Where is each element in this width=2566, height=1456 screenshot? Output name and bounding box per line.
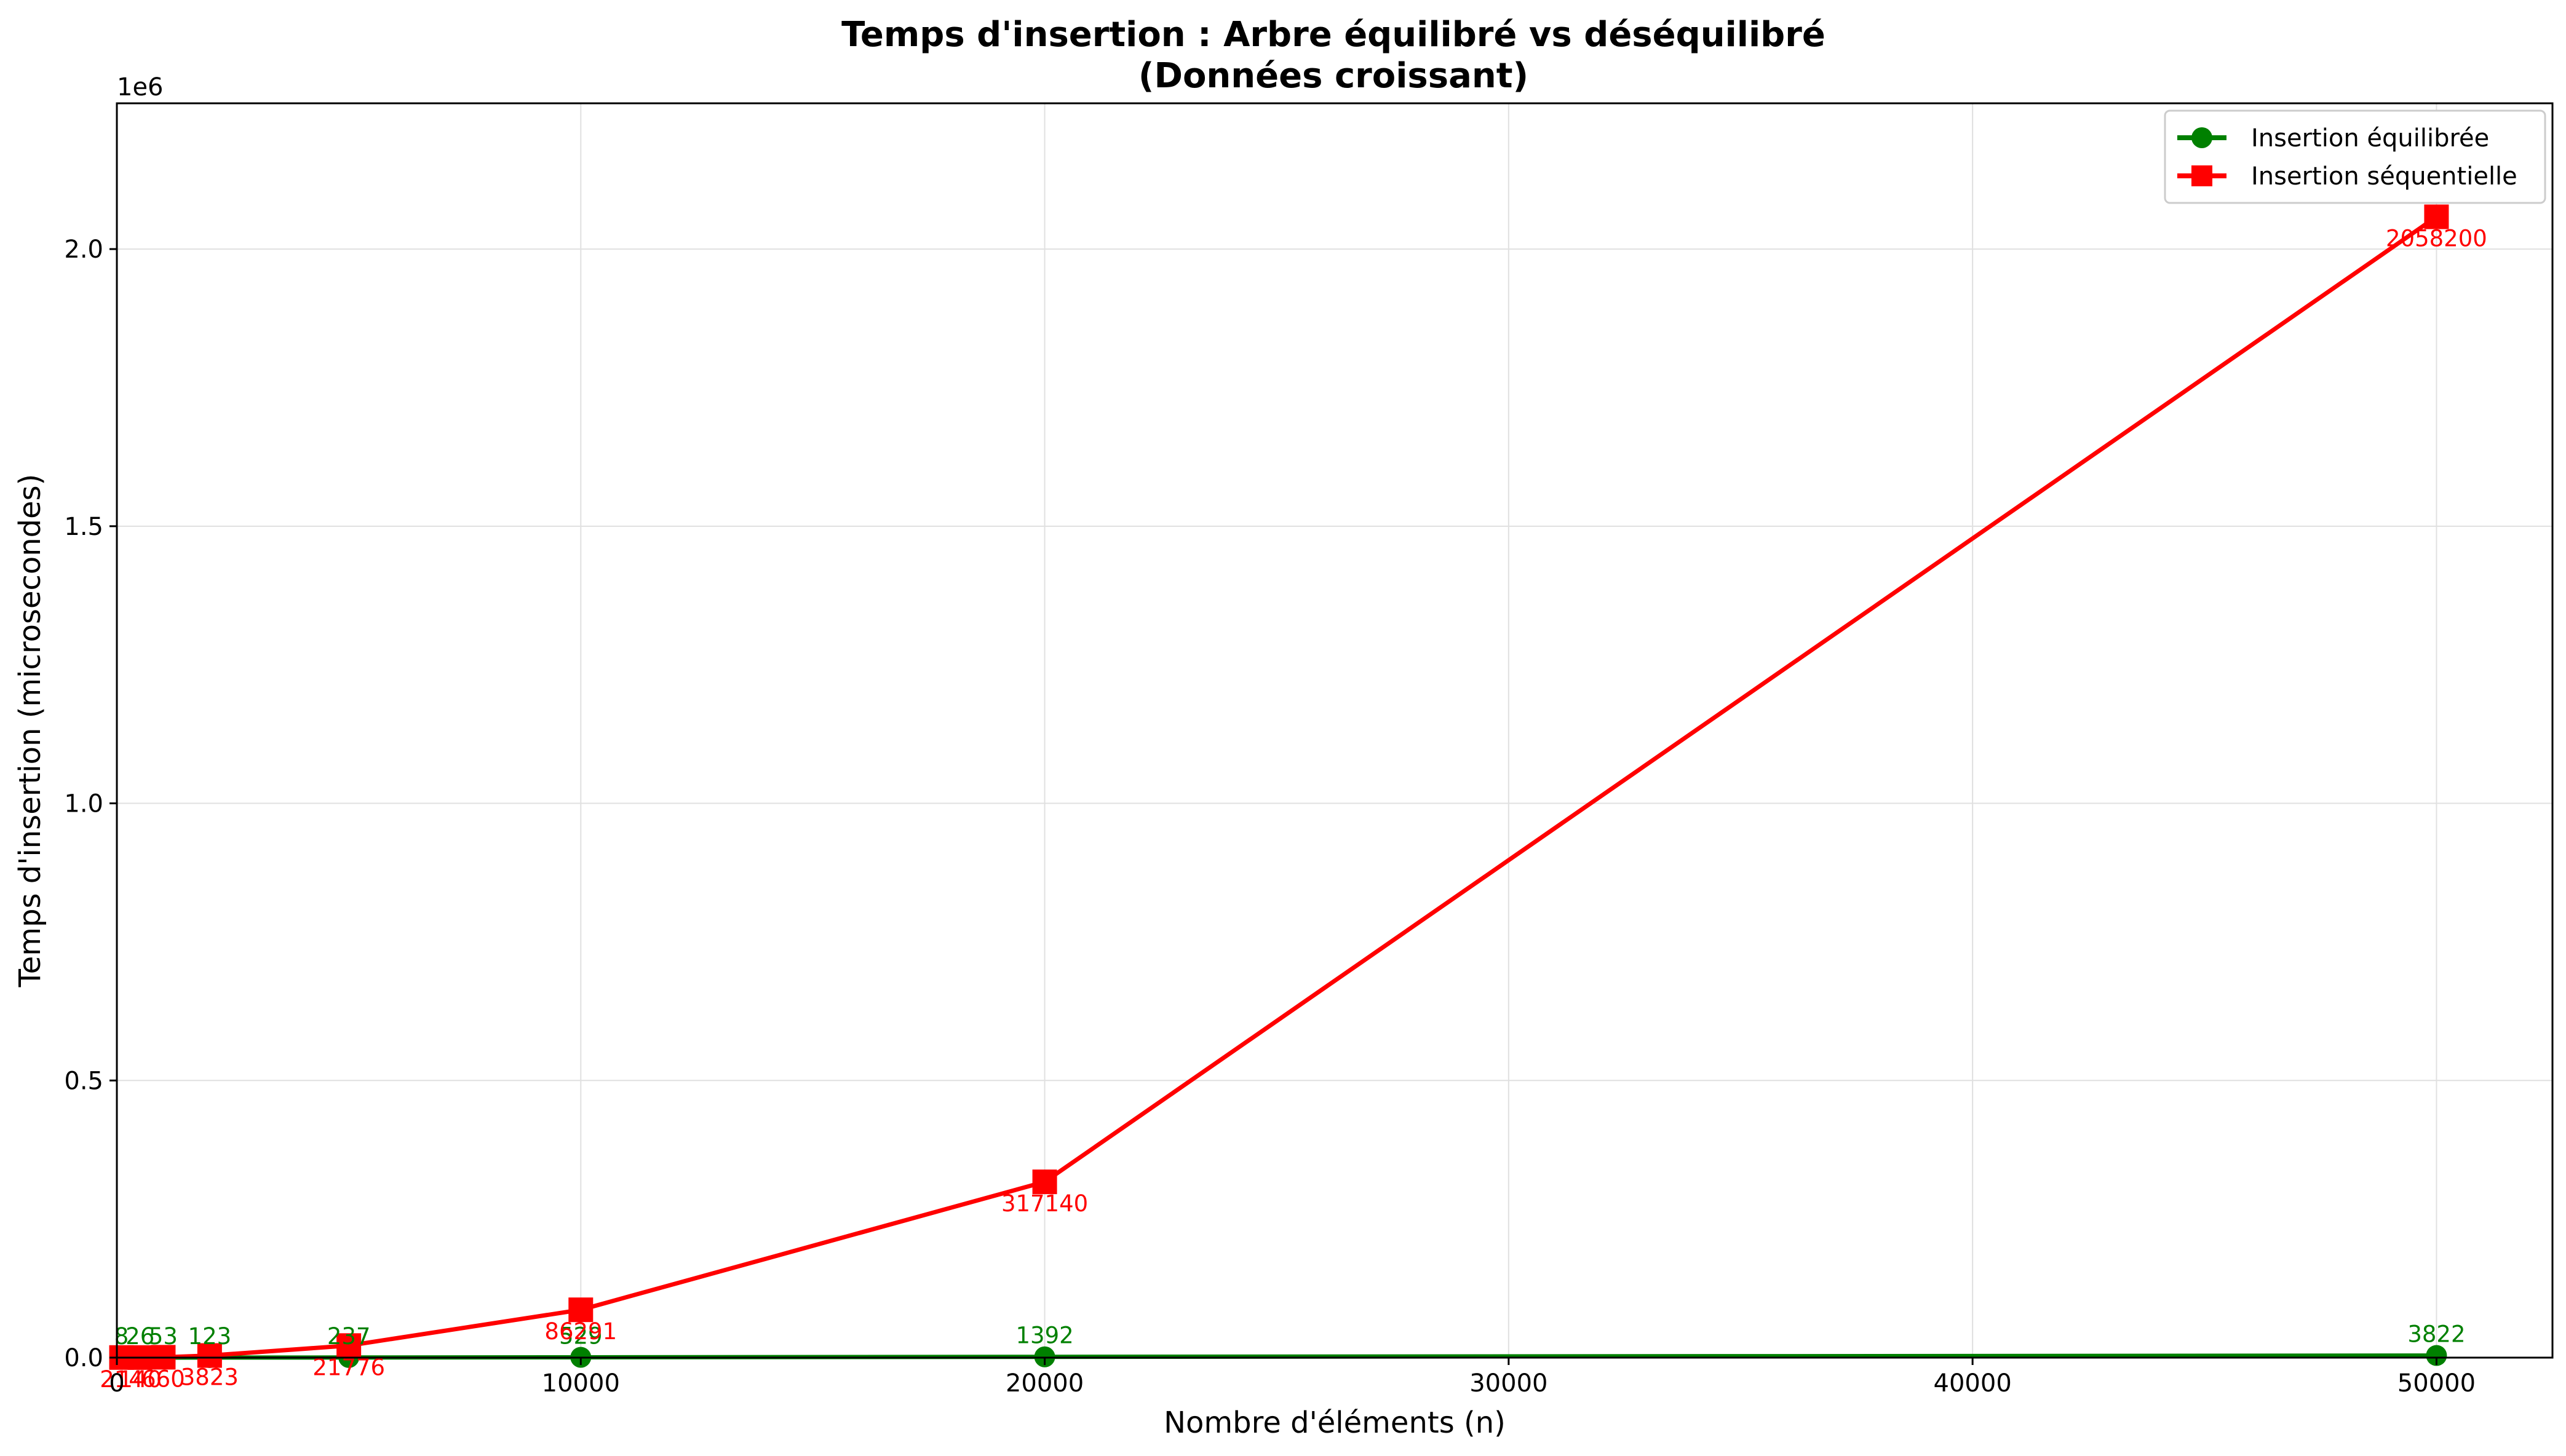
- chart-subtitle: (Données croissant): [1138, 56, 1528, 96]
- legend-marker-balanced: [2191, 127, 2212, 148]
- x-axis-label: Nombre d'éléments (n): [1164, 1406, 1506, 1440]
- data-label-0: 3822: [2407, 1321, 2465, 1348]
- data-label-0: 1392: [1015, 1323, 1073, 1349]
- x-axis: 0 10000 20000 30000 40000 50000: [109, 1358, 2476, 1398]
- legend-box: [2164, 109, 2546, 204]
- data-point-1: [2424, 204, 2449, 229]
- x-tick-label: 40000: [1934, 1369, 2012, 1398]
- x-tick-label: 50000: [2397, 1369, 2476, 1398]
- data-label-1: 21776: [312, 1354, 385, 1380]
- x-tick-label: 30000: [1469, 1369, 1547, 1398]
- data-label-1: 214: [100, 1366, 143, 1393]
- data-point-1: [568, 1297, 594, 1323]
- data-label-1: 3823: [181, 1364, 239, 1391]
- data-label-0: 53: [149, 1323, 178, 1350]
- plot-frame: [116, 102, 2554, 1359]
- y-tick-label: 1.5: [64, 513, 103, 541]
- data-label-0: 26: [125, 1323, 154, 1350]
- y-tick-label: 1.0: [64, 790, 103, 818]
- data-label-1: 317140: [1001, 1190, 1088, 1217]
- data-label-0: 237: [327, 1323, 371, 1350]
- legend-label-sequential: Insertion séquentielle: [2251, 162, 2517, 191]
- legend-label-balanced: Insertion équilibrée: [2251, 124, 2489, 152]
- data-point-1: [1032, 1169, 1057, 1195]
- data-label-0: 529: [559, 1323, 603, 1350]
- data-label-1: 660: [141, 1366, 185, 1392]
- legend-marker-sequential: [2191, 165, 2212, 186]
- data-label-1: 2058200: [2386, 226, 2487, 252]
- y-axis-label: Temps d'insertion (microsecondes): [13, 474, 47, 988]
- x-tick-label: 10000: [542, 1369, 620, 1398]
- data-point-1: [336, 1333, 362, 1358]
- y-tick-label: 0.5: [64, 1067, 103, 1095]
- data-label-1: 86291: [544, 1318, 617, 1345]
- y-tick-label: 0.0: [64, 1344, 103, 1372]
- data-label-1: 140: [118, 1366, 162, 1393]
- x-tick-label: 20000: [1006, 1369, 1084, 1398]
- data-label-0: 123: [188, 1323, 232, 1350]
- y-tick-label: 2.0: [64, 235, 103, 264]
- y-offset-label: 1e6: [117, 73, 164, 101]
- data-label-0: 8: [114, 1323, 129, 1350]
- chart-title: Temps d'insertion : Arbre équilibré vs d…: [841, 15, 1825, 55]
- data-point-0: [2426, 1345, 2447, 1366]
- y-axis: 0.0 0.5 1.0 1.5 2.0: [64, 235, 117, 1372]
- legend: Insertion équilibrée Insertion séquentie…: [2164, 109, 2546, 204]
- x-tick-label: 0: [109, 1369, 124, 1398]
- data-point-1: [197, 1343, 222, 1368]
